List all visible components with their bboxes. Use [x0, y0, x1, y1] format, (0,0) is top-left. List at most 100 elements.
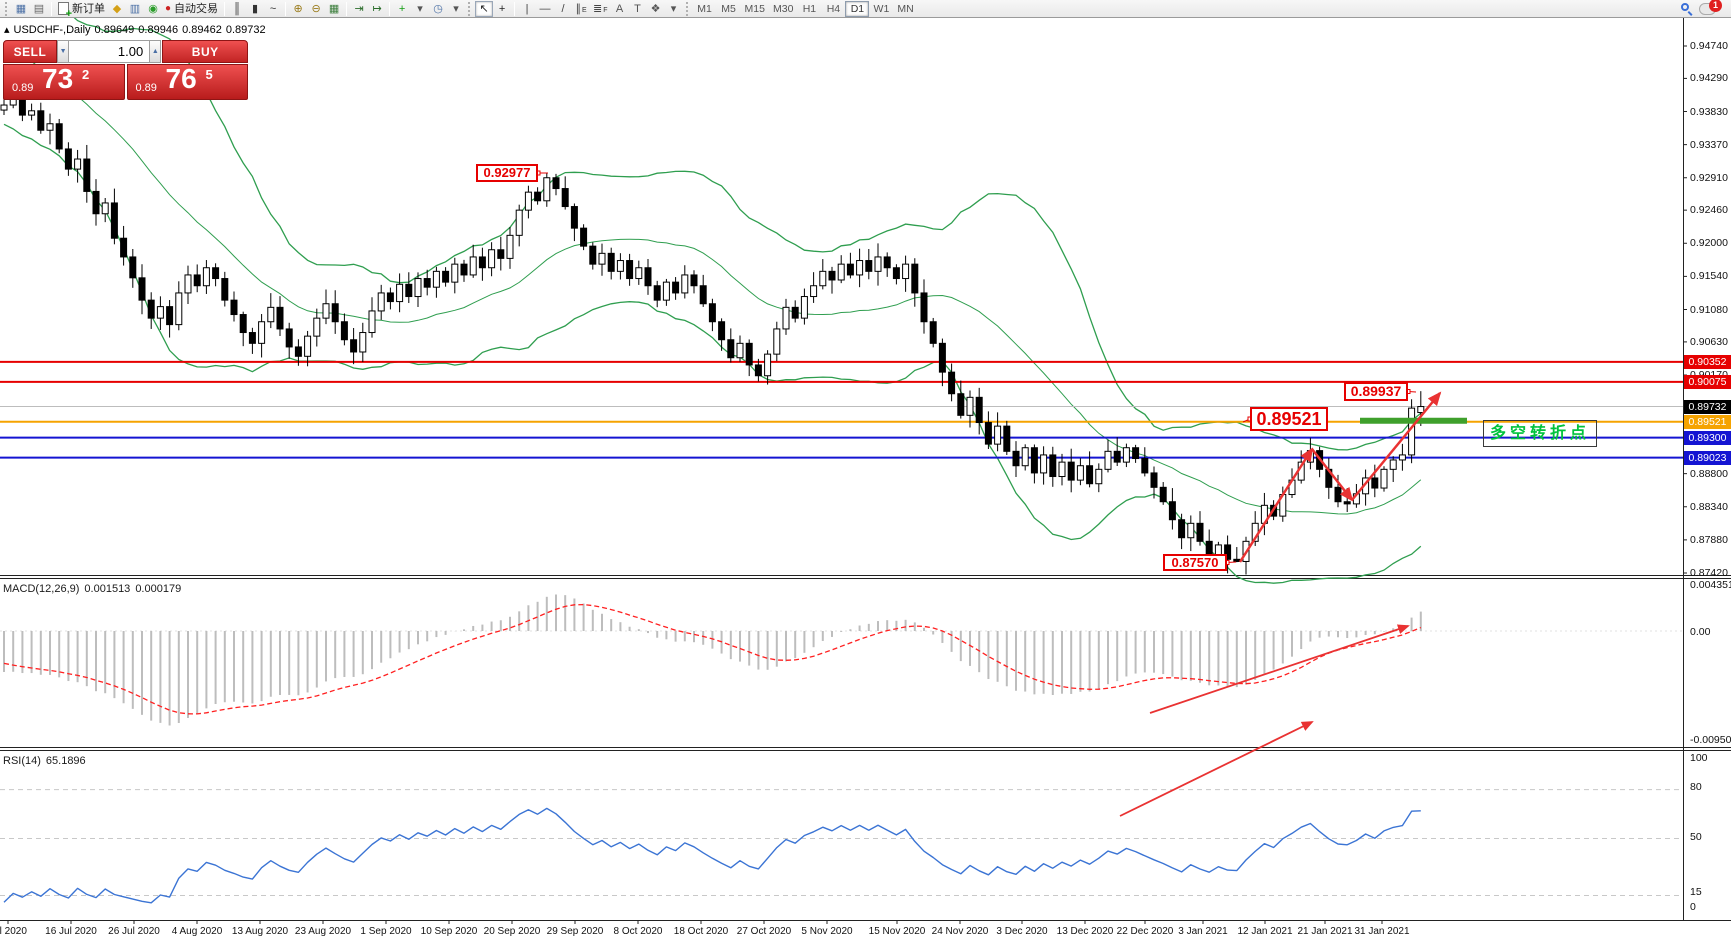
tile-windows-icon: ▦ [328, 2, 340, 15]
sell-price-button[interactable]: 0.89 73 2 [3, 63, 125, 100]
ohlc-high: 0.89946 [138, 24, 179, 36]
axis-tick-marks [7, 45, 1687, 924]
zoom-out-button[interactable]: ⊖ [307, 1, 325, 17]
trend-arrows[interactable] [1119, 391, 1442, 817]
profiles-icon: ▤ [33, 2, 45, 15]
autotrade-label: 自动交易 [174, 2, 219, 15]
rsi-label-line: RSI(14) 65.1896 [3, 755, 91, 767]
fibonacci-tool[interactable]: ≣ F [590, 1, 611, 17]
periods-button[interactable]: ◷ [429, 1, 447, 17]
horizontal-level-lines[interactable] [0, 360, 1683, 459]
arrows-tool[interactable]: ❖ [647, 1, 665, 17]
bar-chart-icon: ║ [233, 2, 241, 15]
candlestick-chart-button[interactable]: ▮ [246, 1, 264, 17]
notifications-icon[interactable]: 1 [1696, 0, 1722, 17]
styler-button[interactable]: ◆ [108, 1, 126, 17]
timeframe-h1[interactable]: H1 [797, 1, 821, 17]
vertical-line-tool[interactable]: | [518, 1, 536, 17]
buy-price-button[interactable]: 0.89 76 5 [126, 63, 248, 100]
toolbar-separator [514, 1, 516, 16]
crosshair-tool[interactable]: + [493, 1, 511, 17]
indicator-list-icon: ▾ [417, 2, 423, 15]
auto-scroll-button[interactable]: ⇥ [350, 1, 368, 17]
horizontal-line-tool[interactable]: — [536, 1, 554, 17]
toolbar-grip [468, 1, 472, 16]
text-label-icon: T [634, 2, 641, 15]
indicator-list-dropdown[interactable]: ▾ [411, 1, 429, 17]
macd-signal-value: 0.000179 [135, 583, 182, 595]
signals-button[interactable]: ◉ [144, 1, 162, 17]
buy-price-pips: 76 [165, 63, 197, 94]
arrows-dropdown[interactable]: ▾ [665, 1, 683, 17]
add-indicator-icon: + [398, 2, 406, 15]
text-label-tool[interactable]: T [629, 1, 647, 17]
ohlc-close: 0.89732 [225, 24, 266, 36]
new-order-icon: + [58, 2, 72, 20]
candles-layer [0, 89, 1425, 575]
periods-dropdown[interactable]: ▾ [447, 1, 465, 17]
profiles-button[interactable]: ▤ [30, 1, 48, 17]
sub-letter: E [581, 7, 587, 14]
chart-shift-icon: ↦ [372, 2, 382, 15]
bar-chart-button[interactable]: ║ [228, 1, 246, 17]
line-chart-button[interactable]: ~ [264, 1, 282, 17]
timeframe-m1[interactable]: M1 [693, 1, 717, 17]
toolbar-separator [346, 1, 348, 16]
signals-icon: ◉ [148, 2, 158, 15]
text-tool[interactable]: A [611, 1, 629, 17]
auto-scroll-icon: ⇥ [354, 2, 364, 15]
chat-bubble-glyph: 1 [1699, 0, 1722, 15]
tile-windows-button[interactable]: ▦ [325, 1, 343, 17]
timeframe-m30[interactable]: M30 [769, 1, 797, 17]
new-order-button[interactable]: + 新订单 [55, 1, 108, 20]
sell-button[interactable]: SELL [3, 40, 57, 63]
timeframe-mn[interactable]: MN [893, 1, 917, 17]
timeframe-h4[interactable]: H4 [821, 1, 845, 17]
macd-name: MACD(12,26,9) [3, 583, 80, 595]
symbol-period: USDCHF-,Daily [13, 24, 91, 36]
lot-decrease-button[interactable]: ▼ [57, 40, 70, 63]
add-indicator-button[interactable]: + [393, 1, 411, 17]
zoom-in-button[interactable]: ⊕ [289, 1, 307, 17]
cursor-icon: ↖ [479, 2, 489, 15]
lot-increase-button[interactable]: ▲ [149, 40, 162, 63]
macd-label-line: MACD(12,26,9) 0.001513 0.000179 [3, 583, 186, 595]
timeframe-d1[interactable]: D1 [845, 0, 870, 17]
timeframe-w1[interactable]: W1 [869, 1, 893, 17]
terminal-button[interactable]: ▥ [126, 1, 144, 17]
trade-panel-top-row: SELL ▼ ▲ BUY [3, 40, 249, 63]
sell-price-point: 2 [82, 67, 90, 82]
timeframe-m5[interactable]: M5 [717, 1, 741, 17]
bull-bear-turning-point-note[interactable]: 多空转折点 [1483, 420, 1597, 447]
styler-icon: ◆ [112, 2, 122, 15]
text-icon: A [615, 2, 624, 15]
timeframe-m15[interactable]: M15 [741, 1, 769, 17]
ohlc-low: 0.89462 [182, 24, 222, 36]
chart-shift-button[interactable]: ↦ [368, 1, 386, 17]
new-chart-button[interactable]: ▦ [12, 1, 30, 17]
chart-marker-icon: ▴ [4, 24, 10, 36]
notification-badge: 1 [1709, 0, 1722, 12]
toolbar-grip [685, 1, 690, 16]
ohlc-open: 0.89649 [94, 24, 135, 36]
candlestick-chart-icon: ▮ [252, 2, 259, 15]
horizontal-line-icon: — [539, 2, 551, 15]
arrows-icon: ▾ [670, 2, 677, 15]
autotrade-button[interactable]: ● 自动交易 [162, 1, 221, 17]
fibonacci-icon: ≣ [593, 2, 603, 15]
trendline-tool[interactable]: / [554, 1, 572, 17]
equidistant-channel-tool[interactable]: ∥ E [572, 1, 590, 17]
search-icon[interactable] [1678, 1, 1696, 17]
autotrade-icon: ● [165, 2, 172, 14]
sub-letter: F [603, 7, 608, 14]
zoom-in-icon: ⊕ [293, 2, 303, 15]
lot-size-input[interactable] [69, 40, 150, 63]
trade-panel-price-row: 0.89 73 2 0.89 76 5 [3, 63, 248, 100]
cursor-tool[interactable]: ↖ [475, 0, 494, 17]
buy-button[interactable]: BUY [162, 40, 249, 63]
toolbar-separator [389, 1, 391, 16]
toolbar-separator [224, 1, 226, 16]
rsi-name: RSI(14) [3, 755, 41, 767]
